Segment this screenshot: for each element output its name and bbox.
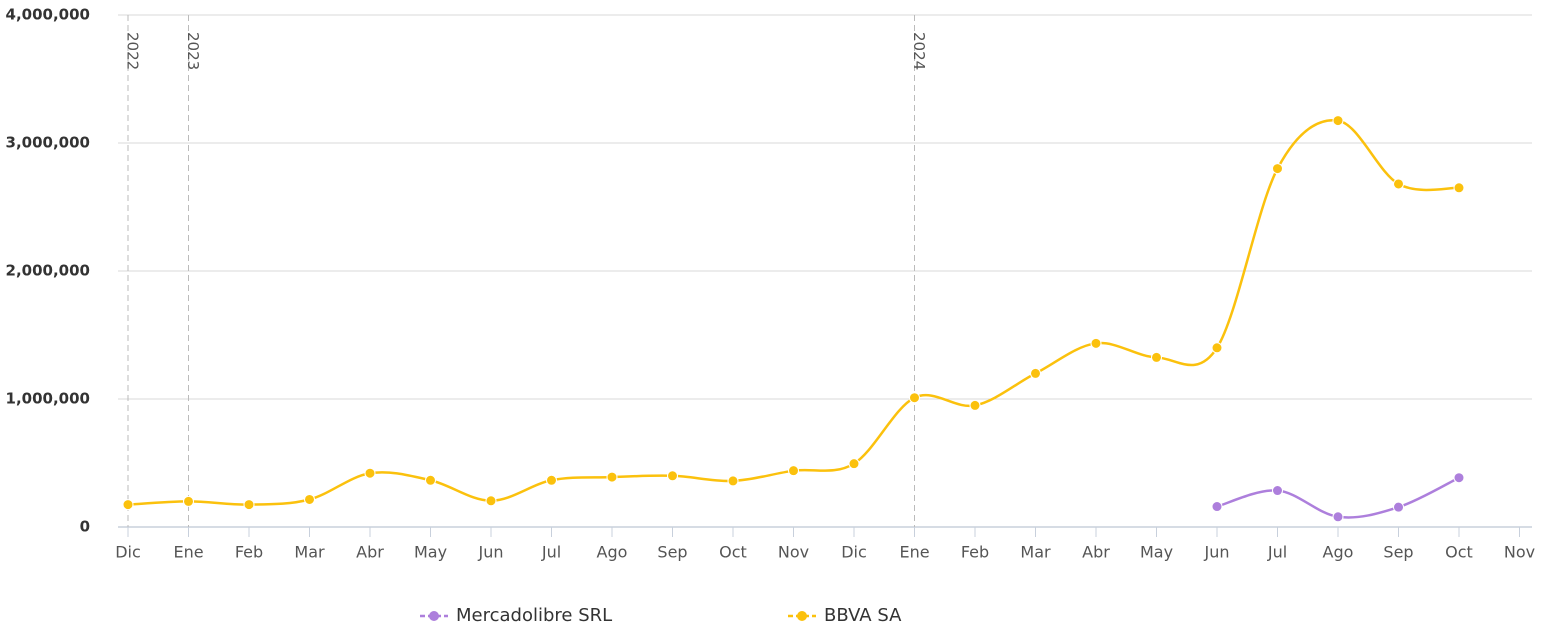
x-tick-label: Ene (173, 543, 203, 562)
x-tick-label: Ago (597, 543, 628, 562)
x-tick-label: Ene (899, 543, 929, 562)
point (1453, 472, 1465, 484)
legend-marker (429, 611, 439, 621)
year-label: 2022 (124, 32, 142, 70)
point (667, 470, 678, 482)
point (1151, 351, 1162, 363)
x-tick-label: Feb (961, 543, 989, 562)
point (122, 499, 134, 511)
point (1272, 163, 1283, 175)
x-tick-label: Ago (1323, 543, 1354, 562)
year-label: 2024 (910, 32, 928, 70)
point (364, 467, 376, 479)
x-tick-label: Jun (478, 543, 504, 562)
y-tick-label: 1,000,000 (6, 390, 90, 408)
point (546, 474, 557, 486)
point (183, 495, 194, 507)
point (304, 493, 315, 505)
x-tick-label: Feb (235, 543, 263, 562)
year-label: 2023 (184, 32, 202, 70)
point (1090, 337, 1102, 349)
legend-label: BBVA SA (824, 605, 902, 626)
x-tick-label: May (414, 543, 447, 562)
point (1211, 342, 1223, 354)
point (727, 475, 739, 487)
point (485, 495, 497, 507)
point (1332, 511, 1344, 523)
legend-marker (797, 611, 807, 621)
x-tick-label: Jul (1267, 543, 1287, 562)
x-tick-label: Sep (657, 543, 687, 562)
point (1393, 178, 1404, 190)
point (1332, 115, 1344, 127)
x-tick-label: Abr (356, 543, 384, 562)
point (909, 392, 920, 404)
point (425, 474, 436, 486)
y-tick-label: 3,000,000 (6, 134, 90, 152)
point (848, 458, 860, 470)
x-tick-label: May (1140, 543, 1173, 562)
point (1453, 182, 1465, 194)
x-tick-label: Dic (841, 543, 867, 562)
x-tick-label: Sep (1383, 543, 1413, 562)
point (1211, 501, 1223, 513)
legend-label: Mercadolibre SRL (456, 605, 612, 626)
point (243, 499, 255, 511)
x-tick-label: Mar (1020, 543, 1051, 562)
y-tick-label: 0 (80, 518, 90, 536)
x-tick-label: Jun (1204, 543, 1230, 562)
point (606, 471, 618, 483)
y-tick-label: 2,000,000 (6, 262, 90, 280)
x-tick-label: Jul (541, 543, 561, 562)
point (1393, 501, 1404, 513)
point (788, 465, 799, 477)
x-tick-label: Nov (1504, 543, 1535, 562)
point (969, 399, 981, 411)
x-tick-label: Oct (1445, 543, 1473, 562)
x-tick-label: Abr (1082, 543, 1110, 562)
point (1030, 367, 1041, 379)
x-tick-label: Mar (294, 543, 325, 562)
x-tick-label: Dic (115, 543, 141, 562)
point (1272, 485, 1283, 497)
y-tick-label: 4,000,000 (6, 6, 90, 24)
x-tick-label: Oct (719, 543, 747, 562)
series-line (127, 119, 1460, 506)
x-tick-label: Nov (778, 543, 809, 562)
